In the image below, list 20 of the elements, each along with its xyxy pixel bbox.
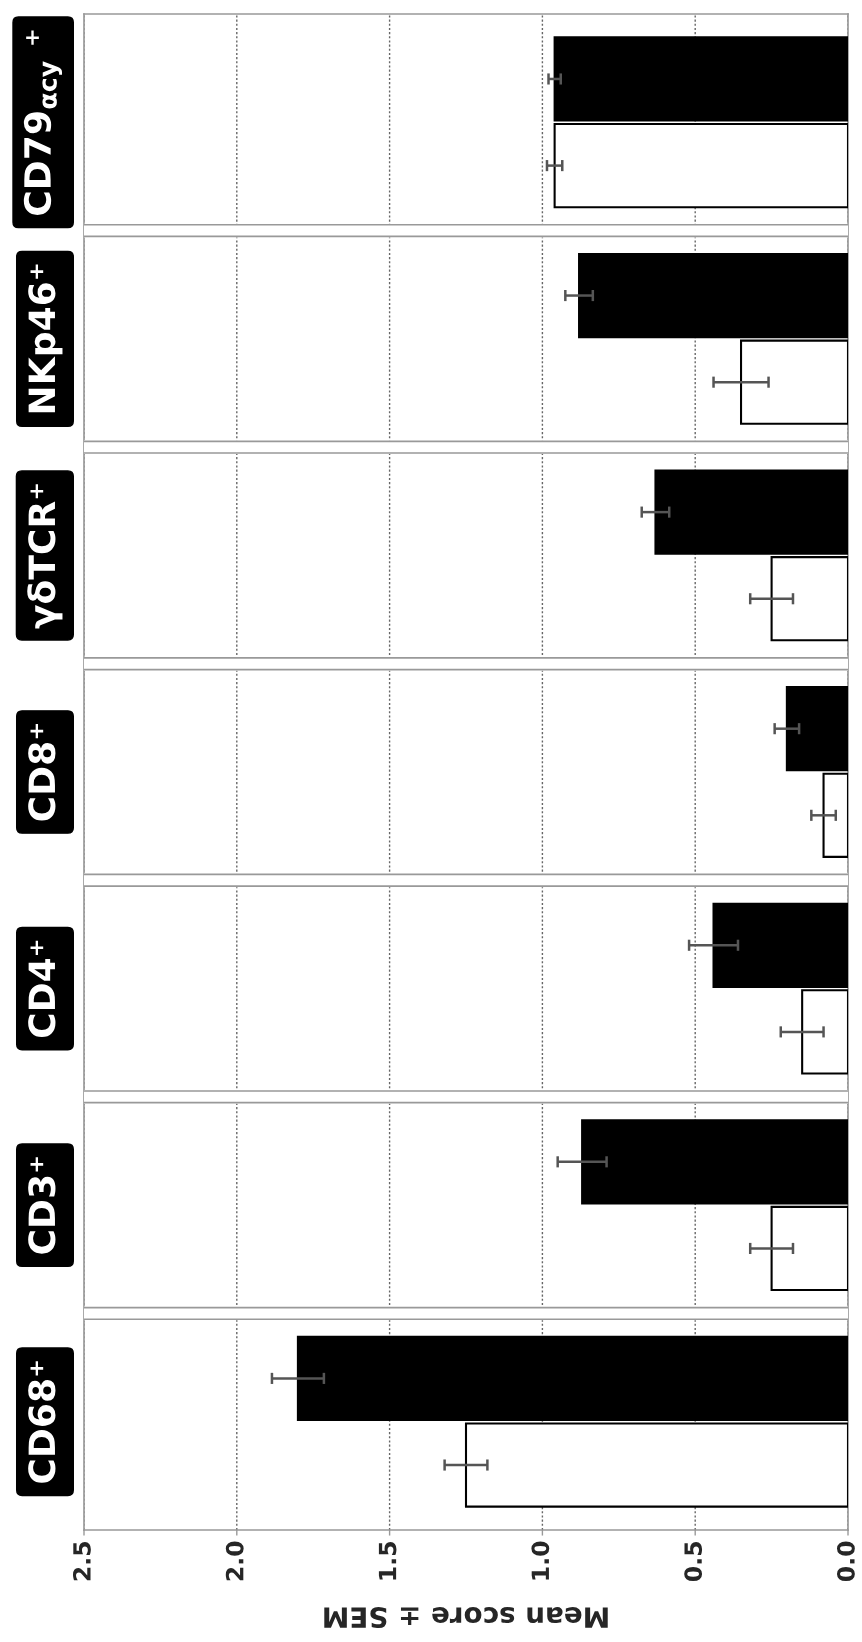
bar (770, 1205, 848, 1292)
y-tick-label: CD68⁺ (28, 1361, 56, 1483)
y-tick-label: CD4⁺ (28, 940, 56, 1038)
bar (822, 772, 848, 858)
y-tick-label: CD8⁺ (28, 724, 56, 821)
x-axis-title: Mean score ± SEM (324, 1607, 608, 1629)
x-tick-label: 1.5 (378, 1542, 397, 1580)
y-tick-label: NKp46⁺ (28, 264, 63, 413)
bar (740, 339, 848, 425)
y-tick-label: CD79$_{αcy}$ ⁺ (23, 30, 63, 215)
x-tick-label: 2.5 (72, 1542, 91, 1581)
bar (581, 1119, 848, 1205)
bar (578, 252, 848, 339)
x-tick-label: 2.0 (225, 1541, 244, 1581)
x-tick-label: 0.5 (684, 1542, 703, 1582)
bar (785, 686, 848, 772)
y-tick-label: γδTCR⁺ (27, 484, 63, 629)
x-tick-label: 1.0 (531, 1541, 550, 1580)
y-tick-label: CD3⁺ (28, 1157, 56, 1254)
x-tick-label: 0.0 (836, 1541, 855, 1582)
